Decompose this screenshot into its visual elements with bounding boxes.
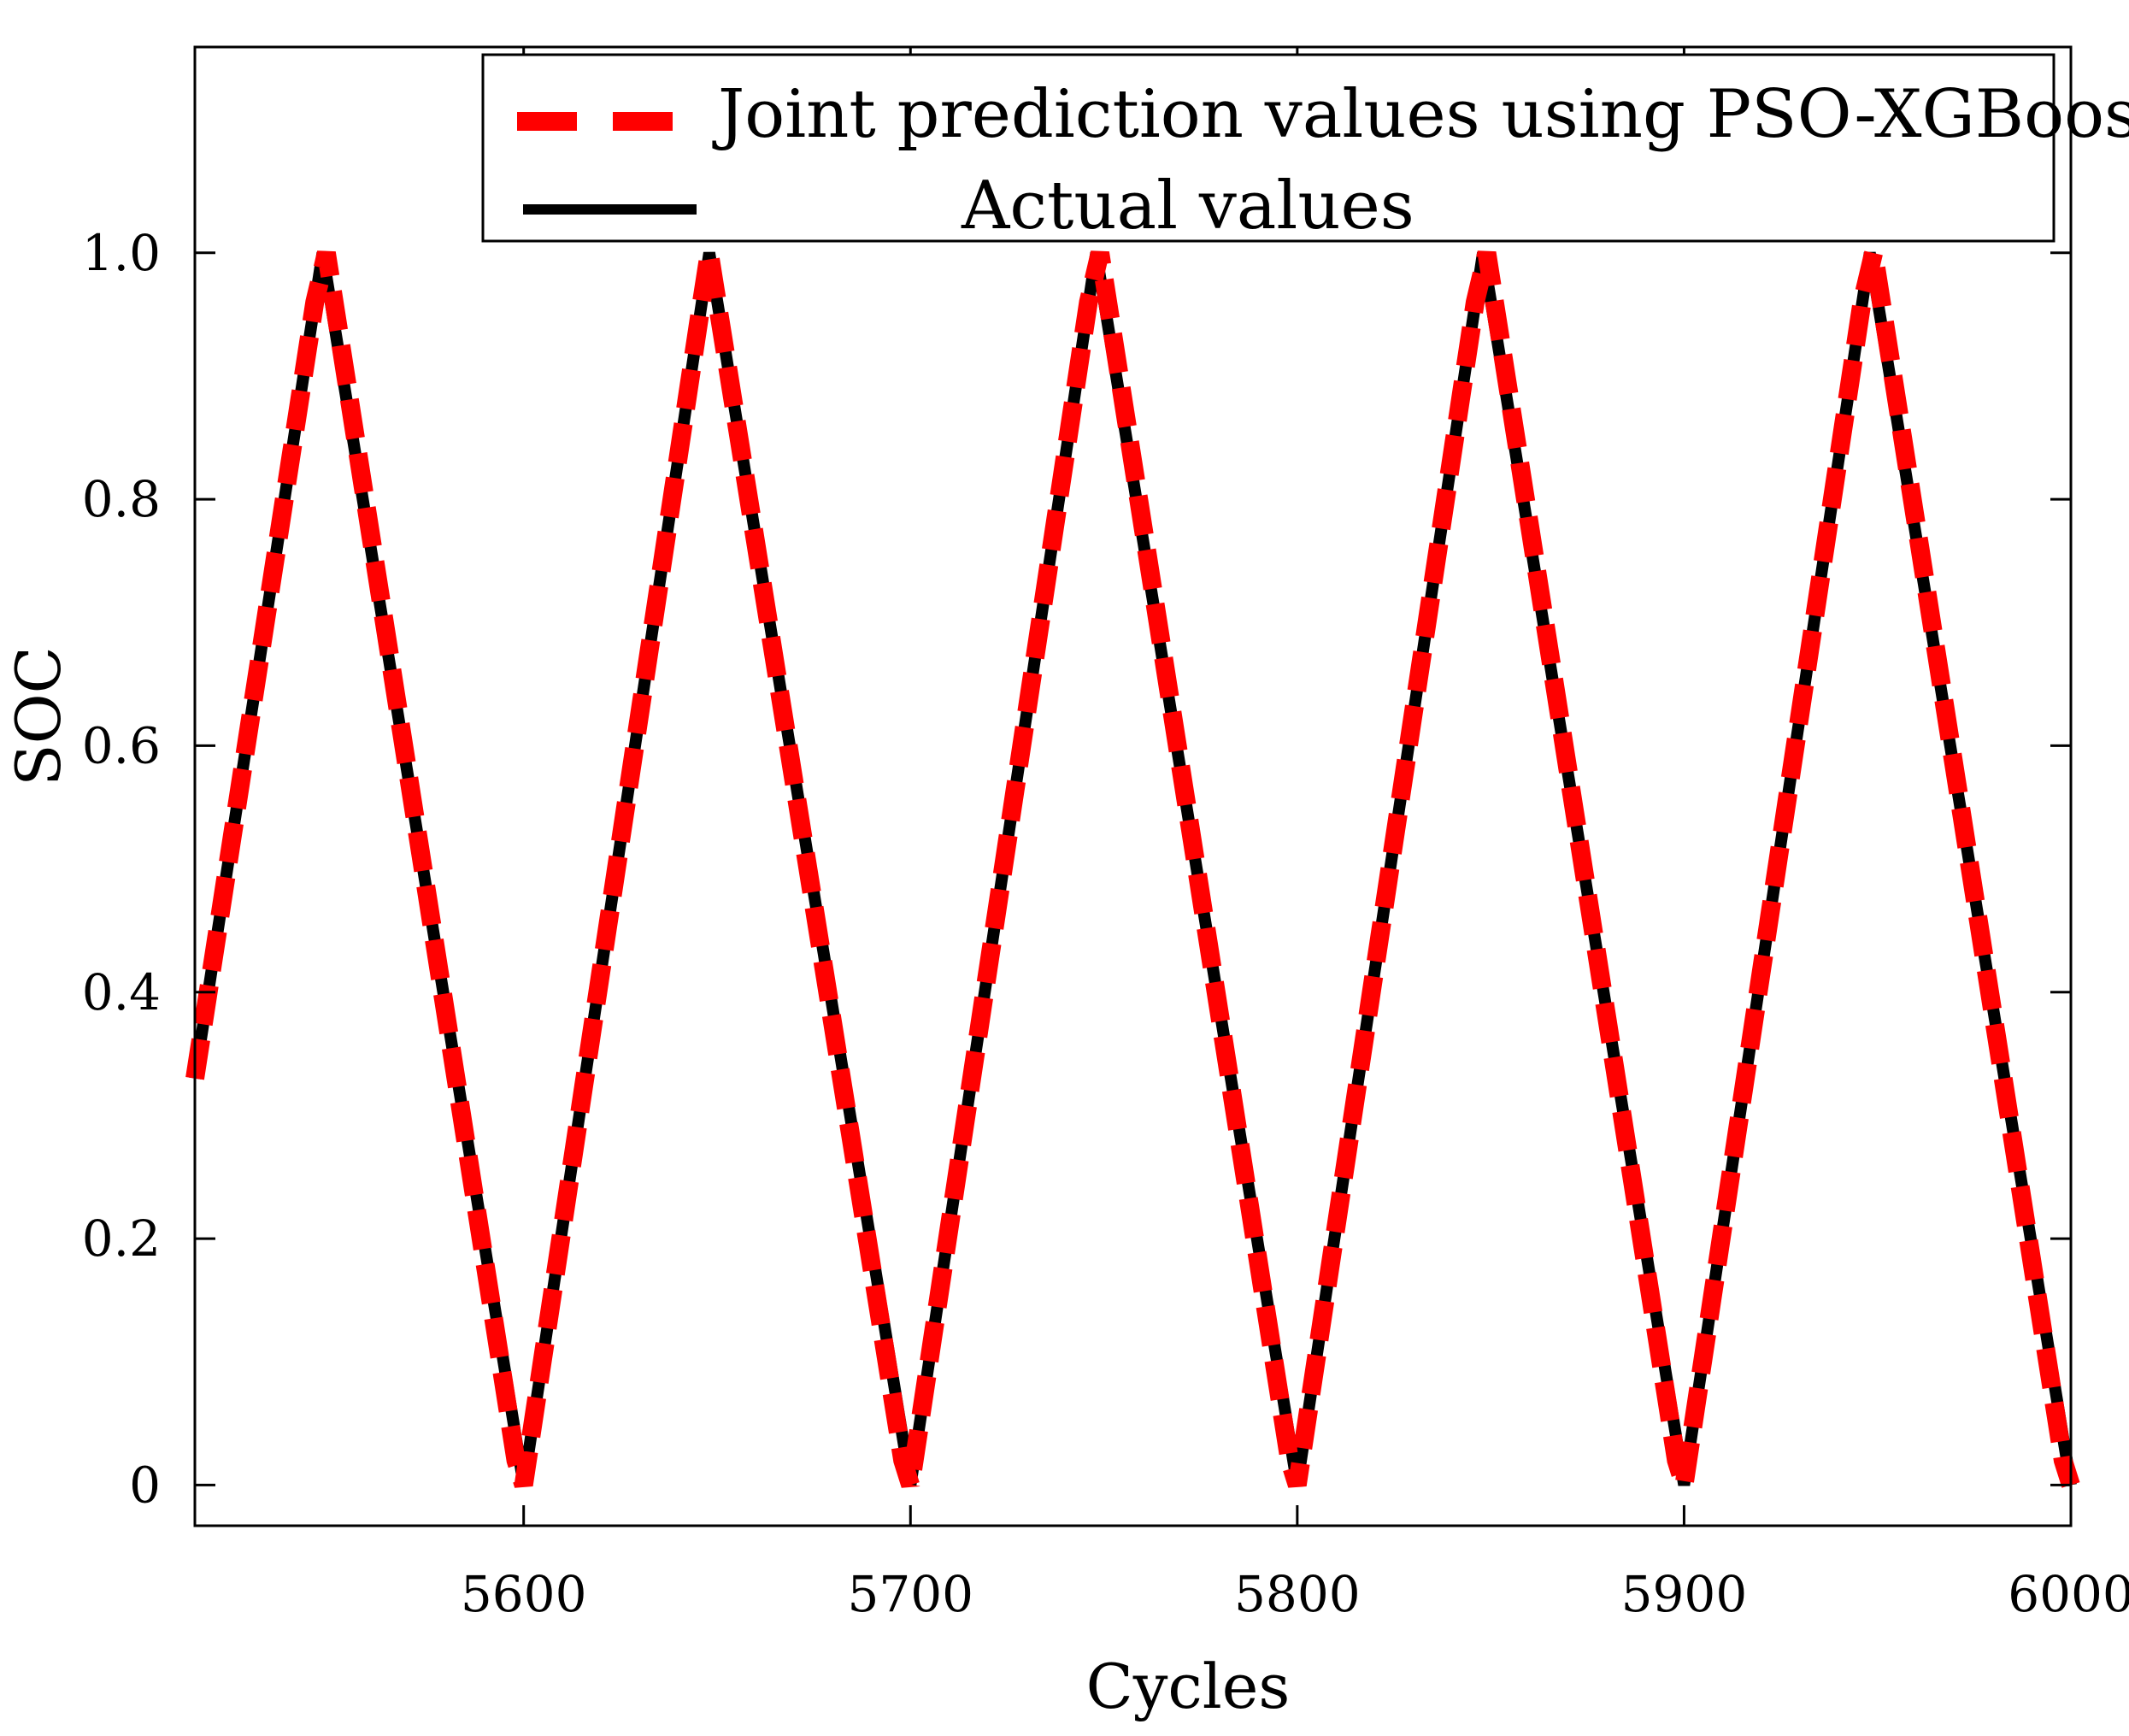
legend: Joint prediction values using PSO-XGBoos…	[481, 53, 2129, 244]
legend-label-prediction: Joint prediction values using PSO-XGBoos…	[712, 76, 2129, 153]
y-tick-label: 0	[129, 1456, 161, 1514]
y-tick-label: 0.6	[82, 716, 161, 774]
y-tick-label: 0.2	[82, 1209, 161, 1268]
x-tick-label: 5600	[461, 1565, 587, 1623]
plot-frame	[193, 45, 2073, 1527]
x-tick-label: 5900	[1621, 1565, 1748, 1623]
series-layer	[185, 250, 2080, 1488]
tick-labels-layer: 5600 5700 5800 5900 6000 0 0.2 0.4 0.6 0.8 1.0	[82, 224, 2129, 1623]
legend-label-actual: Actual values	[961, 168, 1414, 244]
x-tick-label: 6000	[2008, 1565, 2129, 1623]
legend-box	[481, 53, 2055, 243]
y-axis-label: SOC	[3, 646, 74, 786]
x-axis-label: Cycles	[1086, 1651, 1291, 1722]
y-tick-label: 0.8	[82, 470, 161, 528]
y-tick-label: 1.0	[82, 224, 161, 282]
y-tick-label: 0.4	[82, 963, 161, 1021]
x-tick-label: 5800	[1234, 1565, 1361, 1623]
x-tick-label: 5700	[847, 1565, 973, 1623]
series-joint-prediction-line	[185, 250, 2080, 1488]
